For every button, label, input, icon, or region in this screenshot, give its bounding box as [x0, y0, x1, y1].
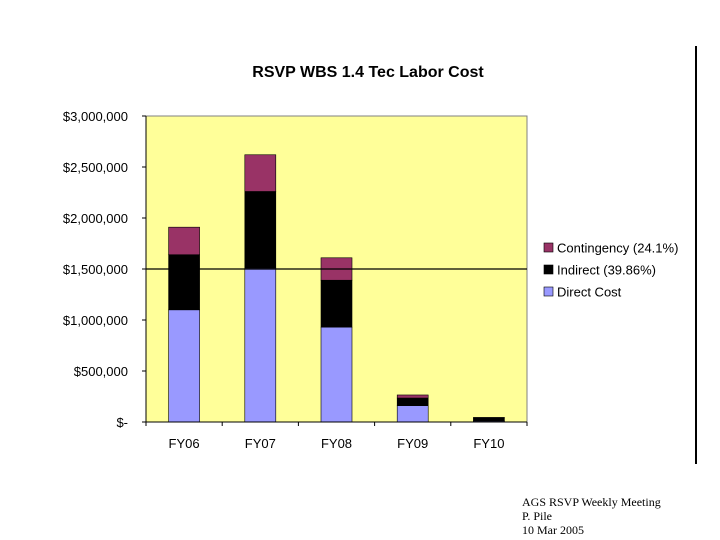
y-axis: $- $500,000 $1,000,000 $1,500,000 $2,000,000…	[63, 109, 147, 430]
bar-segment	[396, 397, 429, 406]
x-tick-label: FY08	[321, 436, 352, 451]
legend-swatch	[543, 264, 554, 275]
y-tick-label: $2,000,000	[63, 211, 128, 226]
x-tick-label: FY10	[473, 436, 504, 451]
bar-segment	[244, 267, 277, 423]
chart-title: RSVP WBS 1.4 Tec Labor Cost	[252, 64, 484, 81]
legend-item: Contingency (24.1%)	[543, 241, 678, 256]
y-tick-label: $-	[116, 415, 128, 430]
bar-segment	[396, 394, 429, 399]
bar-segment	[320, 326, 353, 423]
legend-label: Direct Cost	[557, 285, 622, 300]
footer-meeting: AGS RSVP Weekly Meeting	[522, 495, 661, 509]
footer-date: 10 Mar 2005	[522, 523, 584, 537]
bar-segment	[244, 154, 277, 192]
legend-label: Contingency (24.1%)	[557, 241, 678, 256]
bar-segment	[168, 309, 200, 423]
legend: Contingency (24.1%) Indirect (39.86%) Dire…	[543, 241, 678, 300]
bar-segment	[473, 417, 505, 422]
bar-series	[146, 154, 527, 423]
y-tick-label: $3,000,000	[63, 109, 128, 124]
x-tick-label: FY09	[397, 436, 428, 451]
bar-segment	[168, 226, 200, 256]
y-tick-label: $500,000	[74, 364, 128, 379]
x-tick-label: FY07	[245, 436, 276, 451]
bar-segment	[168, 254, 200, 311]
legend-swatch	[543, 242, 554, 253]
footer-author: P. Pile	[522, 509, 553, 523]
y-tick-label: $2,500,000	[63, 160, 128, 175]
legend-swatch	[543, 286, 554, 297]
y-tick-label: $1,500,000	[63, 262, 128, 277]
y-tick-label: $1,000,000	[63, 313, 128, 328]
bar-segment	[320, 279, 353, 328]
slide-divider-line	[695, 46, 697, 464]
legend-item: Indirect (39.86%)	[543, 263, 656, 278]
x-tick-label: FY06	[169, 436, 200, 451]
bar-segment	[244, 191, 277, 269]
legend-item: Direct Cost	[543, 285, 622, 300]
legend-label: Indirect (39.86%)	[557, 263, 656, 278]
footer-note: AGS RSVP Weekly Meeting P. Pile 10 Mar 2…	[522, 495, 661, 537]
bar-segment	[396, 405, 429, 423]
x-axis: FY06 FY07 FY08 FY09 FY10	[145, 421, 528, 451]
bar-segment	[473, 417, 505, 419]
